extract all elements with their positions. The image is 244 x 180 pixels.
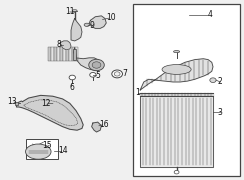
Ellipse shape — [84, 23, 90, 26]
Polygon shape — [60, 41, 71, 50]
Bar — [57, 47, 60, 60]
Bar — [60, 47, 63, 60]
Ellipse shape — [26, 144, 51, 159]
Bar — [48, 47, 51, 60]
Text: 16: 16 — [99, 120, 109, 129]
Circle shape — [90, 73, 96, 77]
Bar — [15, 102, 18, 105]
Polygon shape — [73, 48, 102, 70]
Bar — [54, 47, 57, 60]
Text: 12: 12 — [41, 99, 50, 108]
Circle shape — [174, 170, 179, 174]
Text: 13: 13 — [8, 97, 17, 106]
Text: 9: 9 — [90, 21, 95, 30]
Text: 8: 8 — [57, 40, 61, 49]
Polygon shape — [16, 95, 83, 130]
Polygon shape — [89, 16, 106, 28]
Bar — [133, 4, 240, 176]
Polygon shape — [92, 122, 101, 132]
Bar — [63, 47, 66, 60]
Bar — [69, 47, 72, 60]
Circle shape — [69, 75, 75, 80]
Circle shape — [210, 78, 216, 82]
Text: 14: 14 — [58, 146, 67, 155]
Text: 6: 6 — [70, 83, 75, 92]
Bar — [75, 47, 78, 60]
Bar — [26, 139, 58, 159]
Bar — [73, 49, 76, 60]
Polygon shape — [71, 19, 82, 41]
Bar — [72, 47, 75, 60]
Text: 3: 3 — [218, 108, 223, 117]
Bar — [66, 47, 69, 60]
Ellipse shape — [72, 10, 77, 11]
Text: 11: 11 — [65, 7, 75, 16]
Text: 2: 2 — [218, 77, 223, 86]
Text: 1: 1 — [135, 88, 140, 97]
Bar — [51, 47, 54, 60]
Circle shape — [92, 62, 101, 68]
Circle shape — [89, 59, 104, 71]
Polygon shape — [140, 59, 213, 90]
Ellipse shape — [173, 51, 180, 53]
Text: 4: 4 — [208, 10, 213, 19]
Circle shape — [112, 70, 122, 78]
Ellipse shape — [162, 65, 191, 74]
Text: 5: 5 — [95, 71, 100, 80]
Text: 7: 7 — [123, 69, 128, 78]
Text: 15: 15 — [42, 141, 51, 150]
Circle shape — [114, 72, 120, 76]
Polygon shape — [140, 96, 213, 167]
Text: 10: 10 — [106, 13, 116, 22]
